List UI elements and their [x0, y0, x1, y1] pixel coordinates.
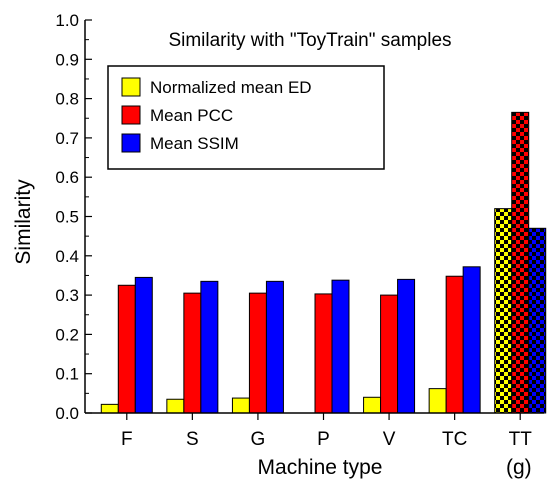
- legend-box: [107, 65, 385, 170]
- bar-G-1: [248, 292, 267, 414]
- y-tick-label: 0.7: [55, 129, 79, 148]
- bar-TT-2: [528, 227, 547, 414]
- labels-group: 0.0 0.1 0.2 0.3 0.4 0.5 0.6 0.7 0.8 0.9 1.0 F S G P V TC…: [55, 11, 532, 450]
- x-tick-label-F: F: [121, 429, 133, 450]
- axes-group: [84, 19, 544, 420]
- panel-label: (g): [506, 456, 532, 479]
- bar-V-0: [363, 396, 382, 414]
- bar-S-2: [200, 280, 219, 414]
- x-tick-label-S: S: [186, 429, 199, 450]
- bar-TC-1: [445, 275, 464, 414]
- bar-V-2: [397, 278, 416, 414]
- legend: Normalized mean ED Mean PCC Mean SSIM: [107, 65, 385, 170]
- bar-P-2: [331, 279, 350, 414]
- legend-label-0: Normalized mean ED: [150, 78, 312, 97]
- y-tick-label: 0.3: [55, 286, 79, 305]
- legend-swatch-2: [121, 133, 141, 153]
- bar-S-0: [166, 398, 185, 414]
- y-tick-label: 0.8: [55, 90, 79, 109]
- chart-title: Similarity with "ToyTrain" samples: [168, 30, 451, 51]
- x-tick-label-V: V: [383, 429, 396, 450]
- bars-group: [100, 111, 547, 414]
- y-tick-label: 0.2: [55, 325, 79, 344]
- bar-P-1: [314, 293, 333, 414]
- x-axis-title: Machine type: [258, 456, 383, 479]
- x-tick-label-G: G: [251, 429, 266, 450]
- bar-TT-0: [494, 208, 513, 414]
- bar-TT-1: [511, 111, 530, 414]
- bar-F-1: [117, 284, 136, 414]
- x-tick-label-TC: TC: [442, 429, 467, 450]
- bar-F-2: [134, 276, 153, 414]
- bar-S-1: [183, 292, 202, 414]
- y-tick-label: 0.9: [55, 50, 79, 69]
- legend-label-2: Mean SSIM: [150, 134, 239, 153]
- bar-TC-0: [428, 388, 447, 414]
- bar-G-2: [265, 280, 284, 414]
- bar-G-0: [231, 397, 250, 414]
- y-tick-label: 0.5: [55, 208, 79, 227]
- bar-TC-2: [462, 266, 481, 414]
- y-tick-label: 0.4: [55, 247, 79, 266]
- legend-swatch-0: [121, 77, 141, 97]
- y-tick-label: 0.1: [55, 365, 79, 384]
- y-tick-label: 0.6: [55, 168, 79, 187]
- x-tick-label-TT: TT: [509, 429, 533, 450]
- bar-V-1: [380, 294, 399, 414]
- y-tick-label: 0.0: [55, 404, 79, 423]
- bar-F-0: [100, 403, 119, 414]
- x-tick-label-P: P: [317, 429, 330, 450]
- y-tick-label: 1.0: [55, 11, 79, 30]
- legend-label-1: Mean PCC: [150, 106, 233, 125]
- y-axis-title: Similarity: [12, 179, 35, 265]
- legend-swatch-1: [121, 105, 141, 125]
